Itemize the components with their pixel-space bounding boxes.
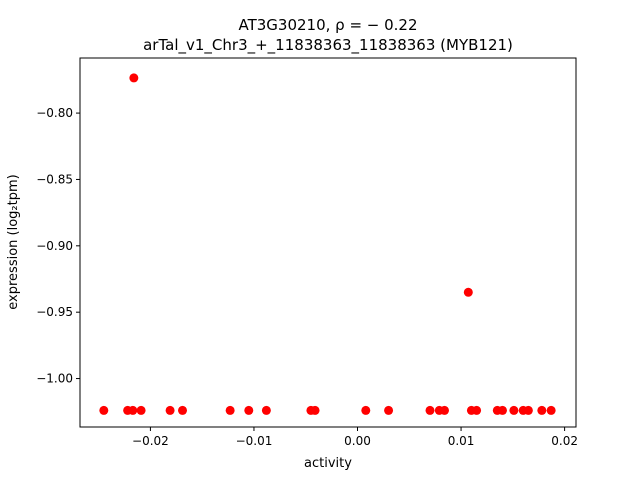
data-point: [546, 405, 556, 415]
data-point: [537, 405, 547, 415]
y-axis-label: expression (log₂tpm): [6, 174, 21, 309]
x-tick-label: 0.01: [448, 434, 475, 448]
data-point: [261, 405, 271, 415]
data-point: [509, 405, 519, 415]
data-points: [99, 73, 556, 415]
plot-area-frame: [79, 57, 577, 428]
x-axis-ticks: −0.02 −0.01 0.00 0.01 0.02: [132, 427, 578, 448]
data-point: [99, 405, 109, 415]
y-tick-label: −0.95: [36, 305, 73, 319]
data-point: [463, 287, 473, 297]
x-tick-label: 0.02: [551, 434, 578, 448]
data-point: [129, 73, 139, 83]
data-point: [225, 405, 235, 415]
x-tick-label: −0.01: [236, 434, 273, 448]
data-point: [439, 405, 449, 415]
y-tick-label: −0.90: [36, 239, 73, 253]
x-tick-label: 0.00: [344, 434, 371, 448]
x-axis-label: activity: [304, 456, 352, 471]
y-tick-label: −0.85: [36, 172, 73, 186]
data-point: [384, 405, 394, 415]
y-axis-ticks: −0.80 −0.85 −0.90 −0.95 −1.00: [36, 106, 80, 386]
data-point: [361, 405, 371, 415]
data-point: [425, 405, 435, 415]
data-point: [128, 405, 138, 415]
data-point: [310, 405, 320, 415]
y-tick-label: −1.00: [36, 372, 73, 386]
data-point: [178, 405, 188, 415]
data-point: [497, 405, 507, 415]
y-tick-label: −0.80: [36, 106, 73, 120]
data-point: [523, 405, 533, 415]
x-tick-label: −0.02: [132, 434, 169, 448]
data-point: [244, 405, 254, 415]
chart-title-line2: arTal_v1_Chr3_+_11838363_11838363 (MYB12…: [143, 36, 513, 55]
data-point: [165, 405, 175, 415]
chart-title-line1: AT3G30210, ρ = − 0.22: [238, 16, 417, 34]
data-point: [472, 405, 482, 415]
data-point: [136, 405, 146, 415]
